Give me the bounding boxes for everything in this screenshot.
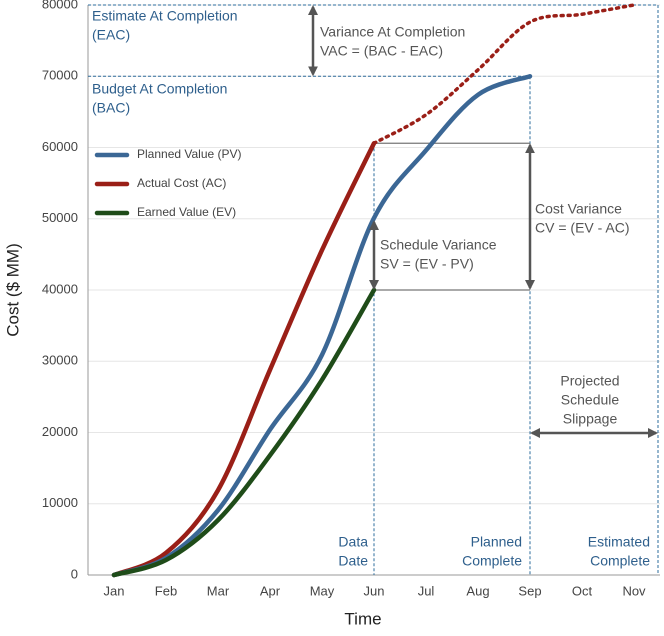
annotation: (BAC) — [92, 100, 130, 116]
annotation: CV = (EV - AC) — [535, 220, 630, 236]
x-tick-label: Jul — [418, 583, 435, 598]
x-tick-label: Jun — [364, 583, 385, 598]
annotation: Slippage — [563, 411, 618, 427]
x-tick-label: Aug — [466, 583, 489, 598]
annotation: Data — [338, 534, 368, 550]
x-tick-label: Oct — [572, 583, 593, 598]
annotation: Estimated — [588, 534, 650, 550]
projection-line — [372, 3, 636, 145]
annotation: Projected — [560, 373, 619, 389]
annotation: VAC = (BAC - EAC) — [320, 43, 443, 59]
annotation: Schedule Variance — [380, 237, 497, 253]
x-tick-label: Nov — [622, 583, 646, 598]
y-tick-label: 70000 — [42, 68, 78, 83]
annotation: (EAC) — [92, 27, 130, 43]
y-tick-label: 40000 — [42, 281, 78, 296]
legend-label: Planned Value (PV) — [137, 147, 242, 161]
x-tick-label: Mar — [207, 583, 230, 598]
annotation: Cost Variance — [535, 201, 622, 217]
x-tick-label: Apr — [260, 583, 281, 598]
x-tick-label: Feb — [155, 583, 177, 598]
y-tick-label: 20000 — [42, 424, 78, 439]
y-tick-label: 10000 — [42, 495, 78, 510]
annotation: SV = (EV - PV) — [380, 256, 474, 272]
x-tick-label: Jan — [104, 583, 125, 598]
y-tick-label: 80000 — [42, 0, 78, 11]
y-tick-label: 50000 — [42, 210, 78, 225]
annotation: Planned — [471, 534, 522, 550]
annotation: Complete — [462, 553, 522, 569]
series-line — [111, 140, 377, 578]
annotation: Complete — [590, 553, 650, 569]
y-axis-title: Cost ($ MM) — [3, 243, 22, 337]
annotation: Budget At Completion — [92, 81, 227, 97]
y-tick-label: 30000 — [42, 353, 78, 368]
legend-label: Actual Cost (AC) — [137, 176, 226, 190]
annotation: Date — [338, 553, 368, 569]
series-line — [111, 74, 533, 578]
annotation: Estimate At Completion — [92, 8, 238, 24]
legend-label: Earned Value (EV) — [137, 205, 236, 219]
y-tick-label: 0 — [71, 566, 78, 581]
annotation: Schedule — [561, 392, 620, 408]
x-tick-label: Sep — [518, 583, 541, 598]
annotation: Variance At Completion — [320, 24, 465, 40]
x-axis-title: Time — [344, 609, 381, 628]
series-line — [111, 287, 377, 578]
y-tick-label: 60000 — [42, 139, 78, 154]
x-tick-label: May — [310, 583, 335, 598]
